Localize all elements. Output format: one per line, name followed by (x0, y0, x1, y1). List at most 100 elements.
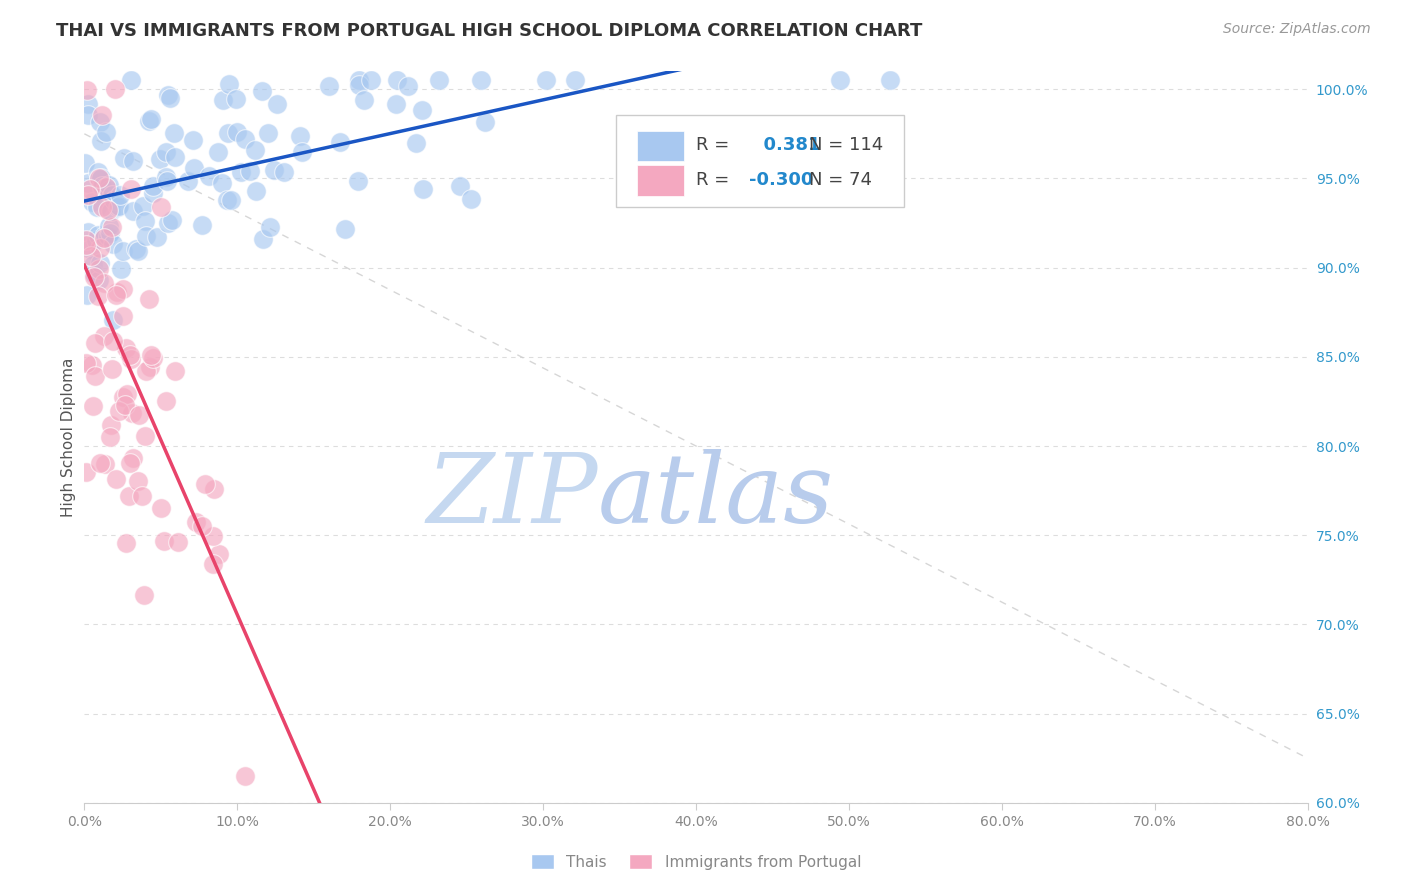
Point (134, 429, 156, 443)
Point (97, 229, 120, 244)
Point (156, 174, 179, 188)
Point (291, 145, 314, 159)
Point (121, 406, 143, 420)
Point (167, 535, 190, 549)
Point (101, 219, 124, 234)
Point (87, 171, 110, 186)
Point (90, 134, 112, 148)
Point (177, 174, 200, 188)
Point (100, 418, 122, 433)
Point (318, 78, 340, 93)
Point (89, 115, 111, 129)
Point (118, 489, 141, 503)
Text: ZIP: ZIP (427, 449, 598, 542)
Point (139, 112, 162, 127)
Point (186, 515, 208, 529)
Point (159, 91, 181, 105)
Point (190, 219, 212, 233)
Point (79, 182, 101, 196)
Point (329, 135, 352, 149)
Point (217, 126, 239, 140)
Point (91, 108, 114, 122)
Y-axis label: High School Diploma: High School Diploma (60, 358, 76, 516)
Point (460, 192, 482, 206)
Point (112, 244, 135, 258)
Point (138, 114, 160, 128)
Point (104, 82, 127, 96)
Point (120, 182, 142, 196)
Point (89, 456, 111, 470)
Point (84, 335, 107, 350)
Point (100, 204, 122, 219)
FancyBboxPatch shape (637, 130, 683, 161)
Point (80, 249, 103, 263)
Point (155, 393, 177, 408)
Point (132, 588, 155, 602)
Point (273, 165, 295, 179)
Point (91, 200, 114, 214)
Point (405, 136, 427, 151)
Point (191, 519, 214, 533)
Point (120, 348, 142, 362)
Point (75, 156, 97, 170)
FancyBboxPatch shape (637, 165, 683, 195)
Point (564, 73, 586, 87)
Point (80, 194, 103, 209)
Point (266, 97, 288, 112)
Point (101, 312, 124, 326)
Point (259, 219, 281, 234)
Point (93, 276, 115, 290)
Point (93, 329, 115, 343)
Point (183, 132, 205, 146)
Point (87, 228, 110, 243)
Point (111, 309, 134, 323)
Point (77, 108, 100, 122)
Point (155, 145, 177, 159)
Point (76, 287, 98, 301)
Point (93, 231, 115, 245)
Point (121, 154, 143, 169)
Point (97, 183, 120, 197)
Point (360, 73, 382, 87)
Point (90, 181, 112, 195)
Point (474, 114, 496, 128)
Point (77, 188, 100, 202)
Point (449, 179, 471, 194)
Point (107, 199, 129, 213)
Point (97, 178, 120, 192)
Point (245, 185, 267, 199)
Point (75, 465, 97, 479)
Point (86, 200, 108, 214)
Point (131, 489, 153, 503)
Point (134, 214, 156, 228)
Point (149, 153, 172, 167)
Point (135, 228, 157, 243)
Point (163, 126, 186, 140)
Point (75, 238, 97, 252)
Point (104, 287, 127, 301)
Point (87, 165, 110, 179)
Point (82, 399, 104, 413)
Point (115, 341, 138, 355)
Point (77, 96, 100, 111)
Text: N = 114: N = 114 (808, 136, 883, 153)
Point (201, 529, 224, 543)
Point (387, 73, 409, 87)
Point (412, 182, 434, 196)
Point (121, 204, 143, 219)
Point (101, 237, 124, 252)
Point (150, 501, 173, 516)
Point (470, 73, 492, 87)
Point (93, 229, 115, 244)
Point (396, 78, 419, 93)
Point (138, 292, 160, 306)
Point (250, 84, 273, 98)
Point (135, 364, 157, 378)
Point (263, 162, 285, 177)
Point (252, 232, 274, 246)
Point (75, 233, 97, 247)
Point (152, 533, 174, 548)
Point (335, 222, 357, 236)
Point (111, 390, 134, 404)
Point (80, 358, 103, 372)
